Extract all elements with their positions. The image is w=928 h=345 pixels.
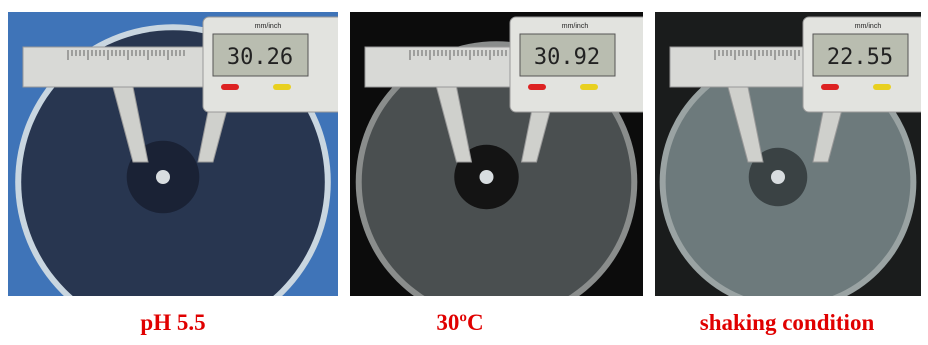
button: [221, 84, 239, 90]
button: [580, 84, 598, 90]
figure: mm/inch30.26pH 5.5mm/inch30.9230ºCmm/inc…: [0, 0, 928, 345]
unit-label: mm/inch: [255, 23, 282, 30]
photo-panel: mm/inch 30.26: [8, 12, 348, 340]
caption: 30ºC: [436, 310, 483, 335]
caption: pH 5.5: [140, 310, 205, 335]
well: [771, 170, 785, 184]
well: [156, 170, 170, 184]
button: [821, 84, 839, 90]
display-reading: 30.26: [227, 45, 293, 70]
button: [273, 84, 291, 90]
photo: mm/inch 30.92: [350, 12, 653, 323]
photo: mm/inch 30.26: [8, 12, 348, 340]
photo: mm/inch 22.55: [655, 12, 928, 310]
photo-panel: mm/inch 30.92: [350, 12, 653, 323]
well: [480, 170, 494, 184]
button: [873, 84, 891, 90]
photo-panel: mm/inch 22.55: [655, 12, 928, 310]
unit-label: mm/inch: [562, 23, 589, 30]
caption: shaking condition: [700, 310, 875, 335]
unit-label: mm/inch: [855, 23, 882, 30]
button: [528, 84, 546, 90]
display-reading: 30.92: [534, 45, 600, 70]
display-reading: 22.55: [827, 45, 893, 70]
